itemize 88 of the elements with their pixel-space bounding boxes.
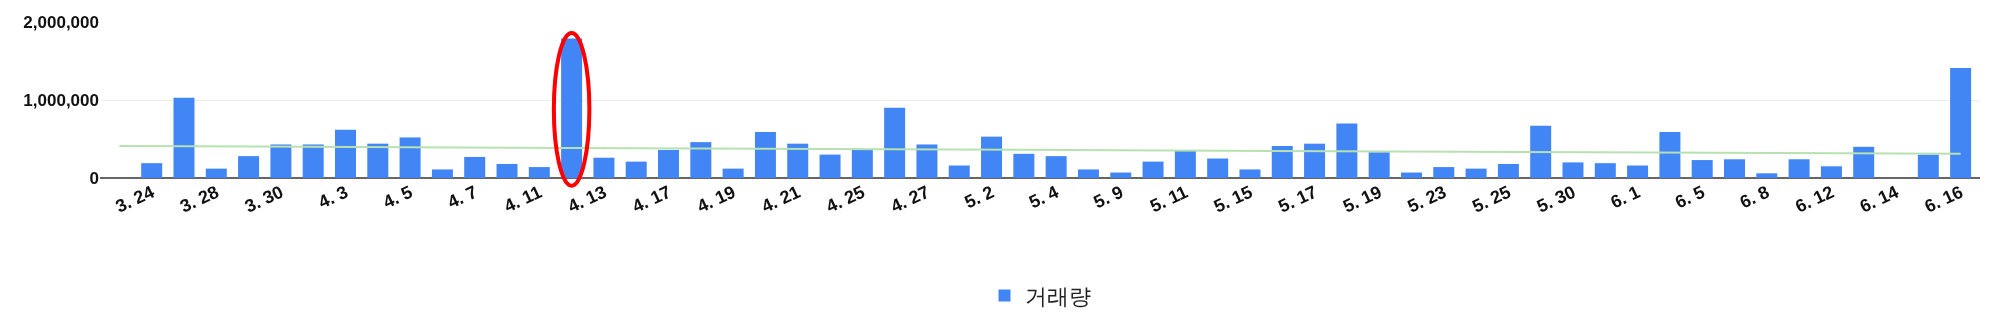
bar [1174, 150, 1196, 178]
bar [1271, 146, 1293, 178]
bar [270, 144, 292, 178]
bar [1627, 165, 1649, 178]
bar [1950, 68, 1972, 178]
bar [1659, 131, 1681, 178]
x-tick-label: 3. 24 [112, 181, 158, 217]
x-tick-label: 4. 7 [444, 181, 481, 213]
bar [1239, 169, 1261, 178]
bar [335, 129, 356, 178]
x-tick-label: 4. 11 [500, 181, 545, 217]
bar [141, 163, 163, 178]
x-tick-label: 5. 17 [1275, 181, 1321, 217]
bar [754, 131, 776, 178]
bar [367, 143, 389, 178]
bar [1497, 163, 1519, 178]
bar [981, 136, 1003, 178]
bar [1207, 158, 1229, 178]
bar [819, 154, 841, 178]
bar [1820, 166, 1842, 178]
bar [1013, 153, 1035, 178]
legend-label: 거래량 [1024, 284, 1091, 310]
bar [1853, 146, 1875, 178]
x-tick-label: 5. 15 [1210, 181, 1256, 217]
bar [1917, 154, 1939, 178]
x-tick-label: 4. 13 [564, 181, 610, 217]
bar [916, 144, 938, 178]
bar [528, 167, 550, 178]
bar [1594, 163, 1616, 178]
bar [496, 163, 518, 178]
x-tick-label: 5. 4 [1025, 181, 1062, 213]
x-tick-label: 6. 12 [1792, 181, 1837, 217]
x-tick-label: 6. 1 [1607, 181, 1644, 213]
bar [399, 137, 421, 178]
bar [884, 107, 906, 178]
x-tick-label: 4. 5 [379, 181, 416, 213]
x-tick-label: 6. 8 [1736, 181, 1773, 213]
bar [1562, 162, 1584, 178]
bar [1368, 152, 1390, 178]
bar [722, 168, 744, 178]
bar [464, 156, 486, 178]
bar [1110, 172, 1132, 178]
x-tick-label: 5. 9 [1090, 181, 1127, 213]
x-tick-label: 6. 16 [1921, 181, 1967, 217]
bar [1045, 156, 1067, 178]
x-tick-label: 5. 2 [961, 181, 998, 213]
bar [431, 169, 453, 178]
bar [593, 157, 615, 178]
x-tick-label: 4. 19 [693, 181, 739, 217]
x-tick-label: 6. 14 [1856, 181, 1902, 217]
bar [787, 143, 809, 178]
x-tick-label: 5. 19 [1339, 181, 1385, 217]
bar [1691, 160, 1713, 178]
bar [1336, 123, 1358, 178]
x-tick-label: 5. 11 [1147, 181, 1191, 217]
bar [1142, 161, 1164, 178]
x-tick-label: 4. 3 [315, 181, 351, 213]
x-tick-label: 4. 21 [758, 181, 804, 217]
bar [1400, 172, 1422, 178]
bar [625, 161, 647, 178]
bar [173, 97, 195, 178]
x-tick-label: 6. 5 [1672, 181, 1708, 213]
bar [658, 149, 680, 178]
bar [302, 144, 324, 178]
x-tick-label: 5. 25 [1469, 181, 1514, 217]
bar [851, 149, 873, 178]
y-tick-label: 1,000,000 [23, 90, 99, 110]
bar [1530, 125, 1552, 178]
y-tick-label: 0 [89, 168, 99, 188]
bar [1465, 168, 1487, 178]
bar [205, 168, 227, 178]
x-tick-label: 3. 28 [177, 181, 222, 217]
bar [1304, 143, 1326, 178]
bar [1077, 169, 1099, 178]
x-tick-label: 4. 25 [823, 181, 868, 217]
bar [1788, 159, 1810, 178]
x-tick-label: 4. 17 [629, 181, 675, 217]
bar [238, 156, 260, 178]
bar [1756, 173, 1778, 178]
bar [1433, 167, 1455, 178]
bar [690, 142, 712, 178]
bar [1724, 159, 1745, 178]
x-tick-label: 5. 30 [1533, 181, 1579, 217]
x-tick-label: 3. 30 [241, 181, 287, 217]
x-tick-label: 4. 27 [887, 181, 933, 217]
x-tick-label: 5. 23 [1404, 181, 1450, 217]
bar [948, 165, 970, 178]
y-tick-label: 2,000,000 [23, 12, 99, 32]
